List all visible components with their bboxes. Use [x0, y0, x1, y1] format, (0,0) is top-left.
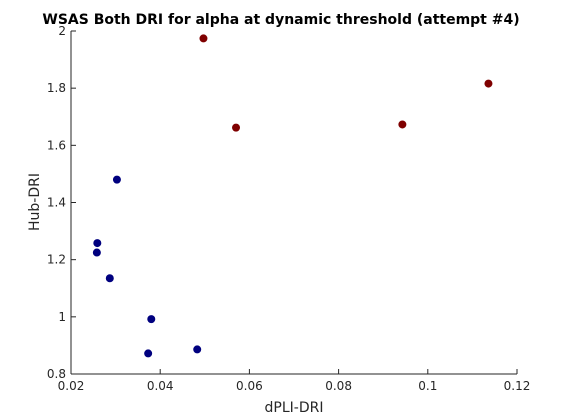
x-tick-label: 0.1	[418, 379, 437, 393]
chart-title: WSAS Both DRI for alpha at dynamic thres…	[42, 12, 519, 28]
data-point	[147, 315, 156, 324]
x-tick-label: 0.02	[58, 379, 85, 393]
y-tick-label: 1.2	[47, 253, 66, 267]
data-point	[105, 274, 114, 283]
data-point	[193, 345, 202, 354]
x-tick-label: 0.06	[236, 379, 263, 393]
data-point	[112, 175, 121, 184]
data-point	[92, 248, 101, 257]
data-point	[398, 120, 407, 129]
data-point	[144, 349, 153, 358]
y-axis-label: Hub-DRI	[27, 173, 43, 231]
x-tick-label: 0.04	[147, 379, 174, 393]
y-tick-label: 0.8	[47, 367, 66, 381]
x-tick-label: 0.12	[504, 379, 531, 393]
data-point	[484, 79, 493, 88]
data-point	[93, 239, 102, 248]
y-tick-label: 1.4	[47, 196, 66, 210]
plot-area: 0.02 0.04 0.06 0.08 0.1 0.12 0.8 1 1.2 1.4 1.6 1.8 2	[47, 24, 530, 393]
y-tick-label: 2	[58, 24, 66, 38]
x-axis-label: dPLI-DRI	[265, 400, 324, 416]
y-tick-label: 1	[58, 310, 66, 324]
data-point	[232, 123, 241, 132]
y-tick-label: 1.8	[47, 81, 66, 95]
data-point	[199, 34, 208, 43]
x-tick-label: 0.08	[325, 379, 352, 393]
y-tick-label: 1.6	[47, 138, 66, 152]
